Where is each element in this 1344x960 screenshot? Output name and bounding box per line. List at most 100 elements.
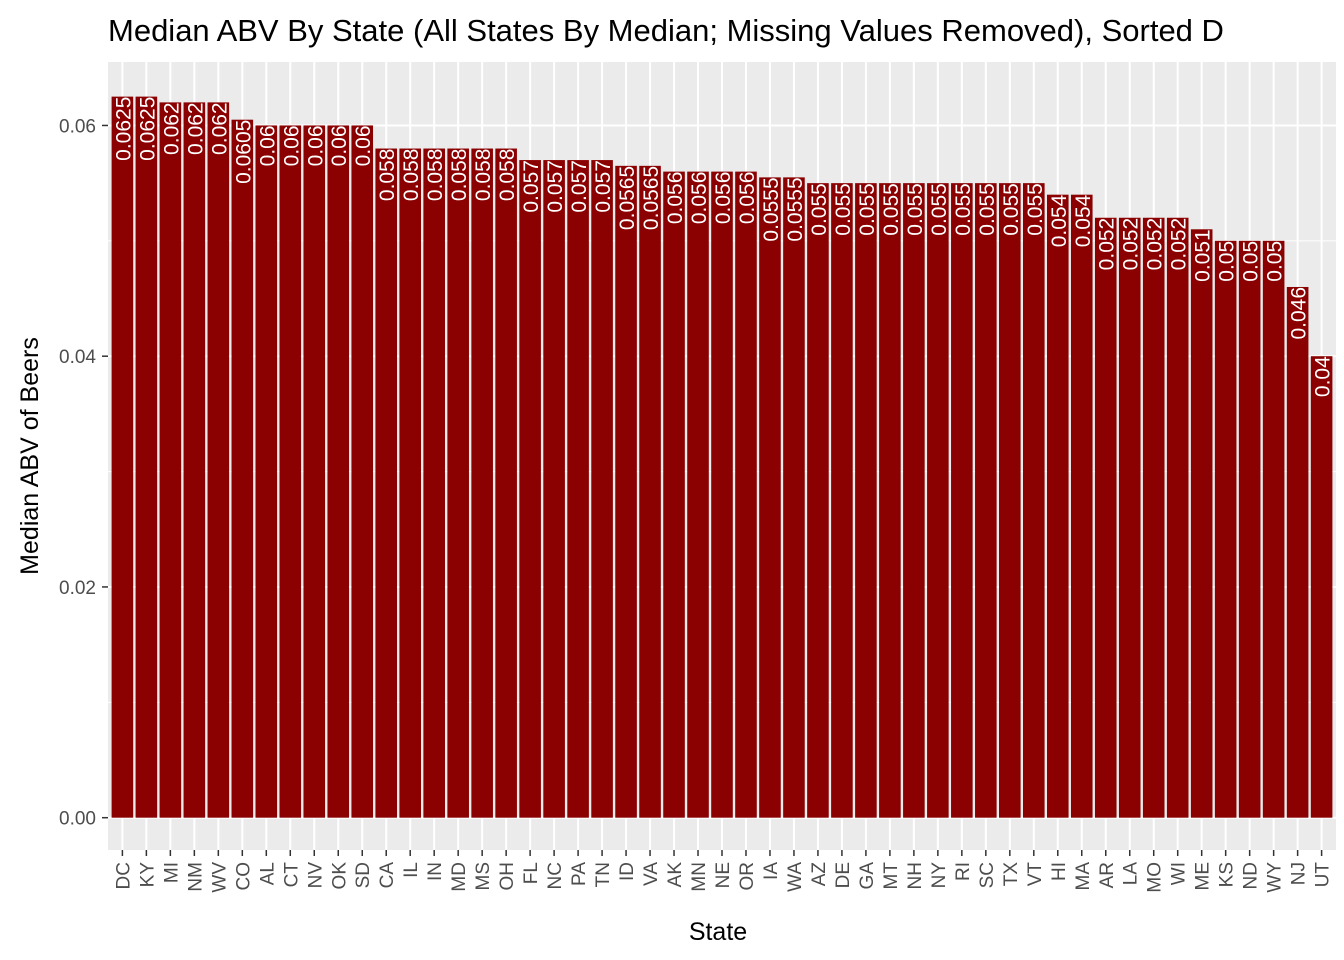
y-tick-label: 0.00: [59, 809, 96, 830]
bar-value-label: 0.0625: [136, 97, 159, 161]
x-tick-label: IN: [425, 862, 446, 881]
x-tick-label: SD: [353, 862, 374, 888]
bar-value-label: 0.0625: [112, 97, 135, 161]
x-tick-label: CA: [377, 862, 398, 889]
x-tick-label: HI: [1049, 862, 1070, 881]
bar-in: [423, 148, 445, 818]
x-tick-label: ND: [1241, 862, 1262, 889]
bar-al: [255, 125, 278, 818]
bar-value-label: 0.052: [1168, 218, 1191, 271]
x-tick-label: OR: [737, 862, 758, 891]
bar-value-label: 0.051: [1192, 229, 1215, 282]
bar-value-label: 0.055: [880, 183, 903, 236]
x-tick-label: TX: [1001, 862, 1022, 887]
bar-value-label: 0.052: [1144, 218, 1167, 271]
x-tick-label: MN: [689, 862, 710, 892]
bar-ut: [1310, 356, 1333, 818]
x-tick-label: GA: [857, 862, 878, 890]
bar-vt: [1023, 183, 1045, 818]
x-tick-label: FL: [521, 862, 542, 884]
x-tick-label: SC: [977, 862, 998, 888]
bar-value-label: 0.055: [952, 183, 975, 236]
x-tick-label: TN: [593, 862, 614, 887]
bar-value-label: 0.0555: [784, 177, 807, 241]
bar-value-label: 0.0565: [640, 166, 663, 230]
bar-mo: [1142, 217, 1165, 818]
bar-value-label: 0.062: [184, 102, 207, 155]
bar-value-label: 0.058: [400, 149, 423, 202]
bar-tx: [999, 183, 1021, 818]
x-tick-label: NJ: [1289, 862, 1310, 885]
bar-la: [1118, 217, 1141, 818]
bar-co: [231, 119, 254, 818]
bar-value-label: 0.0565: [616, 166, 639, 230]
chart-title: Median ABV By State (All States By Media…: [108, 13, 1224, 48]
x-tick-label: AK: [665, 862, 686, 888]
x-tick-label: MT: [881, 862, 902, 890]
x-tick-label: RI: [953, 862, 974, 881]
x-tick-label: NM: [185, 862, 206, 892]
bar-value-label: 0.062: [208, 102, 231, 155]
bar-ma: [1070, 194, 1093, 818]
bar-nc: [543, 160, 565, 818]
bar-nm: [183, 102, 206, 818]
bar-tn: [591, 160, 613, 818]
y-tick-label: 0.04: [59, 347, 96, 368]
bar-mi: [159, 102, 182, 818]
bar-fl: [519, 160, 541, 818]
bar-value-label: 0.055: [808, 183, 831, 236]
bar-wv: [207, 102, 230, 818]
bar-sd: [351, 125, 374, 818]
x-axis-title: State: [689, 918, 747, 946]
bar-nh: [903, 183, 925, 818]
bar-value-label: 0.058: [376, 149, 399, 202]
bar-id: [615, 165, 637, 818]
bar-value-label: 0.055: [832, 183, 855, 236]
bars: [111, 96, 1333, 818]
x-tick-label: NV: [305, 862, 326, 889]
bar-value-label: 0.055: [904, 183, 927, 236]
bar-value-label: 0.04: [1312, 356, 1335, 397]
x-tick-label: CT: [281, 862, 302, 888]
bar-value-label: 0.06: [304, 125, 327, 166]
bar-value-label: 0.058: [496, 149, 519, 202]
x-tick-label: AR: [1097, 862, 1118, 888]
bar-value-label: 0.052: [1096, 218, 1119, 271]
bar-dc: [111, 96, 134, 818]
x-tick-label: VA: [641, 862, 662, 886]
bar-pa: [567, 160, 589, 818]
bar-wa: [783, 177, 805, 818]
bar-value-label: 0.056: [712, 172, 735, 225]
bar-value-label: 0.05: [1240, 241, 1263, 282]
bar-value-label: 0.05: [1264, 241, 1287, 282]
bar-value-label: 0.055: [856, 183, 879, 236]
bar-ok: [327, 125, 350, 818]
bar-ia: [759, 177, 781, 818]
bar-ca: [375, 148, 398, 818]
bar-value-label: 0.058: [448, 149, 471, 202]
bar-ks: [1214, 240, 1237, 818]
x-tick-label: VT: [1025, 862, 1046, 887]
x-tick-label: NH: [905, 862, 926, 889]
x-tick-label: IA: [761, 862, 782, 880]
bar-md: [447, 148, 469, 818]
x-tick-label: KY: [137, 862, 158, 888]
x-tick-label: DE: [833, 862, 854, 888]
bar-value-label: 0.055: [1000, 183, 1023, 236]
bar-ak: [663, 171, 685, 818]
bar-value-label: 0.054: [1072, 194, 1095, 247]
bar-value-label: 0.0555: [760, 177, 783, 241]
bar-value-label: 0.056: [664, 172, 687, 225]
x-tick-label: AZ: [809, 862, 830, 887]
bar-or: [735, 171, 757, 818]
x-tick-label: WI: [1169, 862, 1190, 885]
x-tick-label: OK: [329, 862, 350, 890]
y-axis-title: Median ABV of Beers: [16, 337, 44, 575]
bar-ms: [471, 148, 493, 818]
bar-value-label: 0.055: [1024, 183, 1047, 236]
x-tick-label: MA: [1073, 862, 1094, 891]
bar-de: [831, 183, 853, 818]
bar-ri: [951, 183, 973, 818]
x-tick-label: MI: [161, 862, 182, 883]
x-tick-label: MS: [473, 862, 494, 891]
